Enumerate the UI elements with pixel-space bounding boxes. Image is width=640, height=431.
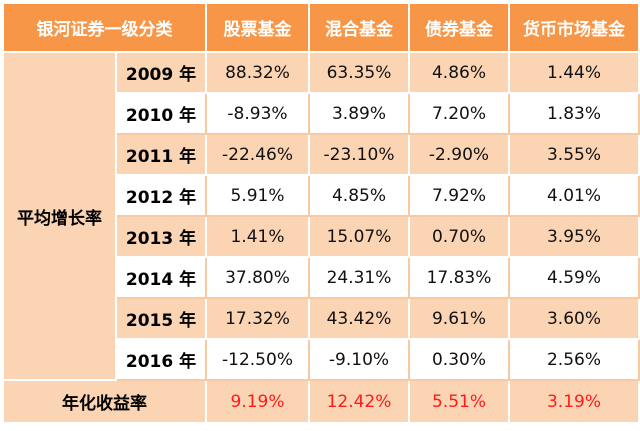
table-row: 2014 年 37.80% 24.31% 17.83% 4.59%	[3, 256, 640, 299]
mixed-value: 24.31%	[308, 256, 410, 299]
year-cell: 2016 年	[115, 338, 207, 381]
summary-stock-value: 9.19%	[205, 379, 310, 424]
stock-value: 17.32%	[205, 297, 310, 340]
money-value: 2.56%	[508, 338, 640, 381]
stock-value: 1.41%	[205, 215, 310, 258]
header-bond-fund: 债券基金	[408, 2, 510, 53]
money-value: 1.44%	[508, 51, 640, 94]
summary-bond-value: 5.51%	[408, 379, 510, 424]
header-money-market-fund: 货币市场基金	[508, 2, 640, 53]
bond-value: 7.20%	[408, 92, 510, 135]
money-value: 4.59%	[508, 256, 640, 299]
table-row: 平均增长率 2009 年 88.32% 63.35% 4.86% 1.44%	[2, 51, 640, 381]
mixed-value: 43.42%	[308, 297, 410, 340]
bond-value: 17.83%	[408, 256, 510, 299]
fund-returns-table: 银河证券一级分类 股票基金 混合基金 债券基金 货币市场基金 平均增长率 200…	[2, 2, 640, 424]
bond-value: 9.61%	[408, 297, 510, 340]
mixed-value: -9.10%	[308, 338, 410, 381]
bond-value: 0.70%	[408, 215, 510, 258]
row-group-label: 平均增长率	[2, 51, 117, 381]
mixed-value: 3.89%	[308, 92, 410, 135]
summary-mixed-value: 12.42%	[308, 379, 410, 424]
stock-value: -22.46%	[205, 133, 310, 176]
mixed-value: 63.35%	[308, 51, 410, 94]
mixed-value: 4.85%	[308, 174, 410, 217]
year-cell: 2012 年	[115, 174, 207, 217]
header-category: 银河证券一级分类	[2, 2, 207, 53]
money-value: 3.60%	[508, 297, 640, 340]
year-cell: 2015 年	[115, 297, 207, 340]
header-mixed-fund: 混合基金	[308, 2, 410, 53]
money-value: 3.55%	[508, 133, 640, 176]
bond-value: 0.30%	[408, 338, 510, 381]
money-value: 3.95%	[508, 215, 640, 258]
header-row: 银河证券一级分类 股票基金 混合基金 债券基金 货币市场基金	[2, 2, 640, 53]
year-cell: 2013 年	[115, 215, 207, 258]
stock-value: -8.93%	[205, 92, 310, 135]
money-value: 1.83%	[508, 92, 640, 135]
bond-value: -2.90%	[408, 133, 510, 176]
summary-money-value: 3.19%	[508, 379, 640, 424]
table-row: 2012 年 5.91% 4.85% 7.92% 4.01%	[3, 174, 640, 217]
table-row: 2011 年 -22.46% -23.10% -2.90% 3.55%	[3, 133, 640, 176]
mixed-value: -23.10%	[308, 133, 410, 176]
year-cell: 2014 年	[115, 256, 207, 299]
table-row: 2013 年 1.41% 15.07% 0.70% 3.95%	[3, 215, 640, 258]
summary-label: 年化收益率	[2, 379, 207, 424]
year-cell: 2009 年	[115, 51, 207, 94]
year-cell: 2010 年	[115, 92, 207, 135]
table-row: 2010 年 -8.93% 3.89% 7.20% 1.83%	[3, 92, 640, 135]
header-stock-fund: 股票基金	[205, 2, 310, 53]
mixed-value: 15.07%	[308, 215, 410, 258]
bond-value: 4.86%	[408, 51, 510, 94]
stock-value: 88.32%	[205, 51, 310, 94]
table-row: 2016 年 -12.50% -9.10% 0.30% 2.56%	[3, 338, 640, 381]
year-cell: 2011 年	[115, 133, 207, 176]
stock-value: 37.80%	[205, 256, 310, 299]
summary-row: 年化收益率 9.19% 12.42% 5.51% 3.19%	[2, 379, 640, 424]
stock-value: 5.91%	[205, 174, 310, 217]
money-value: 4.01%	[508, 174, 640, 217]
stock-value: -12.50%	[205, 338, 310, 381]
table-row: 2015 年 17.32% 43.42% 9.61% 3.60%	[3, 297, 640, 340]
bond-value: 7.92%	[408, 174, 510, 217]
